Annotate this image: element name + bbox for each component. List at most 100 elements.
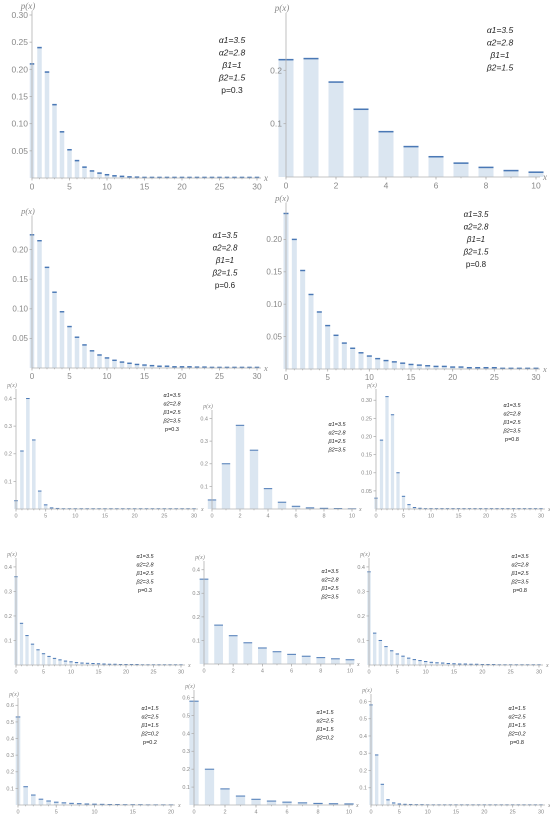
param-label: α1=3.5 bbox=[487, 25, 514, 35]
bar-1 bbox=[372, 633, 377, 665]
bar-3 bbox=[235, 796, 246, 805]
bar-8 bbox=[350, 348, 356, 369]
x-tick-label: 20 bbox=[177, 182, 187, 192]
chart-svg: 0 5 10 15 20 25 30 0.1 0.2 0.3 0.4 p(x) x α1=3.5 α2=2.… bbox=[4, 551, 191, 676]
param-label: α1=3.5 bbox=[163, 393, 181, 399]
bar-20 bbox=[450, 367, 456, 369]
param-label: α2=2.8 bbox=[487, 38, 514, 48]
y-tick-label: 0.15 bbox=[266, 268, 282, 277]
param-label: β2=3.5 bbox=[320, 595, 339, 601]
bar-4 bbox=[389, 650, 394, 665]
bar-4 bbox=[378, 131, 394, 177]
bar-3 bbox=[32, 439, 36, 509]
bar-9 bbox=[97, 173, 102, 178]
bar-3 bbox=[353, 109, 369, 177]
bar-13 bbox=[440, 663, 445, 665]
x-tick-label: 0 bbox=[369, 810, 372, 816]
chart-panel-13: 0 5 10 15 20 25 30 0.1 0.2 0.3 0.4 0.5 0.6 p(x) x α1=1.… bbox=[355, 687, 550, 816]
bar-11 bbox=[112, 360, 117, 368]
y-axis-label: p(x) bbox=[20, 1, 36, 11]
param-label: α2=2.8 bbox=[328, 431, 346, 437]
x-tick-label: 10 bbox=[103, 372, 112, 381]
param-label: β2=3.5 bbox=[510, 580, 529, 586]
bar-4 bbox=[258, 647, 267, 664]
bar-9 bbox=[418, 660, 422, 665]
bar-7 bbox=[453, 163, 469, 177]
x-tick-label: 20 bbox=[448, 373, 457, 382]
x-tick-label: 8 bbox=[316, 810, 319, 816]
bar-8 bbox=[412, 659, 417, 665]
chart-panel-1: 0 5 10 15 20 25 30 0.05 0.10 0.15 0.20 0.25 0.30 p(x)… bbox=[0, 1, 268, 192]
y-tick-label: 0.1 bbox=[182, 785, 190, 791]
x-tick-label: 6 bbox=[434, 181, 439, 191]
chart-svg: 0 5 10 15 20 25 30 0.05 0.10 0.15 0.20 0.25 0.30p(x)… bbox=[11, 1, 268, 192]
param-label: p=0.8 bbox=[510, 740, 524, 746]
bar-3 bbox=[52, 104, 57, 178]
bar-10 bbox=[345, 659, 355, 664]
x-tick-label: 5 bbox=[402, 514, 405, 520]
bar-1 bbox=[379, 440, 384, 509]
y-tick-label: 0.2 bbox=[357, 614, 365, 620]
x-tick-label: 2 bbox=[223, 810, 226, 816]
param-label: α2=2.5 bbox=[141, 715, 159, 721]
x-tick-label: 30 bbox=[178, 670, 184, 676]
param-label: β1=2.5 bbox=[320, 586, 339, 592]
x-tick-label: 25 bbox=[215, 372, 224, 381]
bar-21 bbox=[458, 367, 464, 369]
x-tick-label: 8 bbox=[484, 181, 489, 191]
bar-5 bbox=[403, 146, 419, 177]
param-label: β1=1 bbox=[466, 235, 485, 244]
y-tick-label: 0.20 bbox=[11, 64, 28, 74]
x-tick-label: 0 bbox=[192, 810, 195, 816]
bar-7 bbox=[52, 658, 57, 665]
y-tick-label: 0.10 bbox=[266, 300, 282, 309]
chart-svg: 0 2 4 6 8 10 0.1 0.2 p(x) x α1=3.5 α2=2.8 β1=1 β2=1.5 bbox=[270, 3, 547, 191]
bar-11 bbox=[74, 662, 79, 665]
bar-1 bbox=[374, 754, 379, 805]
bar-5 bbox=[67, 326, 72, 368]
param-label: β2=3.5 bbox=[502, 429, 521, 435]
x-tick-label: 10 bbox=[531, 181, 541, 191]
x-tick-label: 30 bbox=[253, 372, 262, 381]
chart-svg: 0 2 4 6 8 10 0.1 0.2 0.3 0.4 p(x) x α1=3.5 α2=2.8 β1=2… bbox=[200, 403, 362, 520]
x-tick-label: 10 bbox=[347, 669, 353, 675]
x-tick-label: 30 bbox=[538, 514, 544, 520]
chart-panel-8: 0 5 10 15 20 25 30 0.1 0.2 0.3 0.4 p(x) x α1=3.5 α2=2.… bbox=[0, 550, 200, 676]
bar-18 bbox=[164, 366, 170, 368]
y-axis-label: p(x) bbox=[359, 551, 370, 558]
chart-panel-5: 0 5 10 15 20 25 30 0.1 0.2 0.3 0.4 p(x) x α1=3.5 α2=2.… bbox=[0, 382, 204, 520]
x-tick-label: 8 bbox=[322, 514, 325, 520]
chart-panel-11: 0 5 10 15 20 0.1 0.2 0.3 0.4 0.5 0.6 p(x) x α1=1.5 α2=… bbox=[0, 688, 190, 816]
bar-18 bbox=[433, 366, 439, 369]
bar-2 bbox=[385, 396, 389, 509]
x-tick-label: 30 bbox=[532, 373, 541, 382]
chart-svg: 0 5 10 15 20 0.1 0.2 0.3 0.4 0.5 0.6 p(x) x α1=1.5 α2=… bbox=[6, 691, 181, 816]
bar-1 bbox=[37, 47, 42, 178]
y-axis-label: p(x) bbox=[6, 551, 17, 558]
x-axis-label: x bbox=[263, 363, 268, 373]
x-tick-label: 20 bbox=[481, 810, 487, 816]
param-label: β2=0.2 bbox=[315, 736, 333, 742]
x-tick-label: 10 bbox=[428, 514, 434, 520]
y-tick-label: 0.2 bbox=[6, 770, 14, 776]
bar-9 bbox=[331, 658, 340, 664]
bar-4 bbox=[391, 802, 396, 805]
bar-2 bbox=[220, 788, 230, 805]
y-tick-label: 0.1 bbox=[192, 638, 200, 644]
x-tick-label: 0 bbox=[30, 372, 35, 381]
bar-7 bbox=[82, 344, 87, 368]
param-label: α1=1.5 bbox=[508, 706, 526, 712]
bar-8 bbox=[478, 167, 494, 177]
bar-8 bbox=[316, 657, 326, 664]
y-tick-label: 0.2 bbox=[192, 615, 200, 621]
param-label: β2=3.5 bbox=[162, 419, 181, 425]
bar-6 bbox=[401, 656, 405, 665]
param-label: β2=0.2 bbox=[140, 732, 158, 738]
y-tick-label: 0.1 bbox=[4, 479, 12, 485]
bar-9 bbox=[97, 354, 102, 368]
x-tick-label: 0 bbox=[284, 373, 289, 382]
bar-10 bbox=[528, 172, 544, 177]
bar-4 bbox=[263, 488, 273, 509]
param-label: β1=1 bbox=[215, 256, 234, 265]
bar-6 bbox=[47, 656, 51, 665]
